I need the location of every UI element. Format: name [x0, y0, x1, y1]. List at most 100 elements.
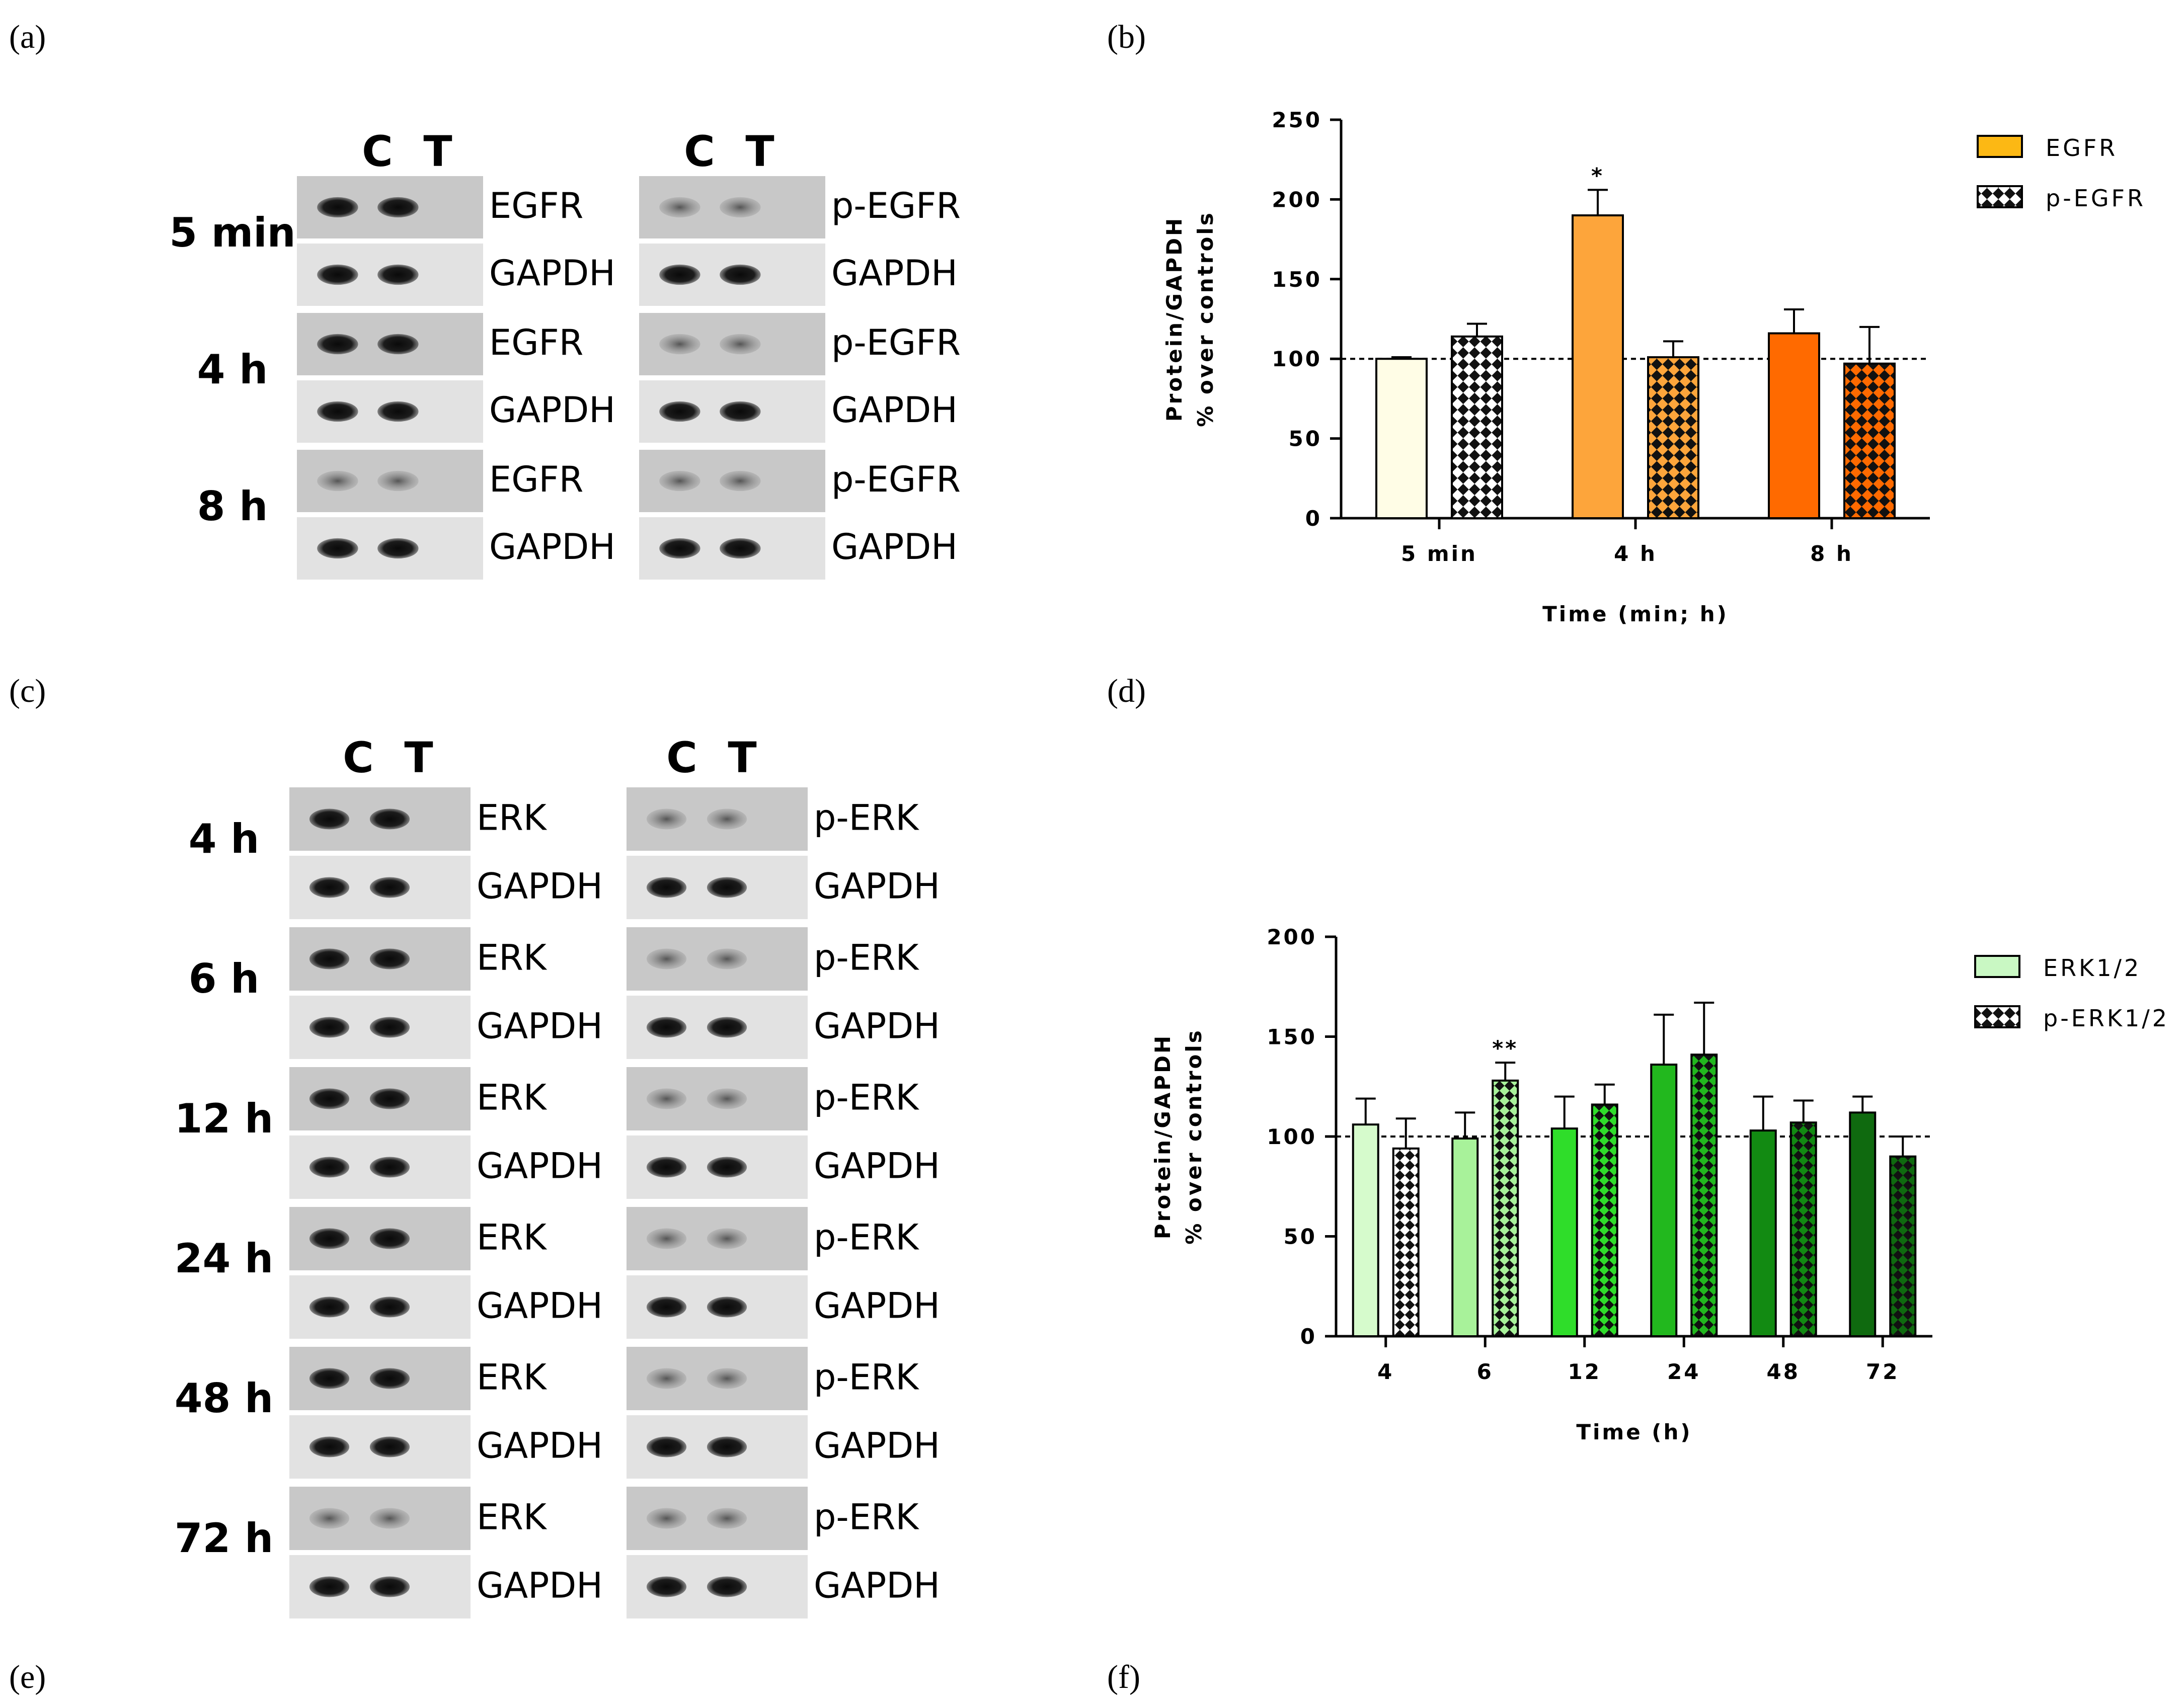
lane-header-t: T [423, 127, 452, 176]
blot-label: GAPDH [489, 253, 615, 294]
band [377, 538, 419, 559]
band [309, 1228, 350, 1249]
blot-label: p-ERK [814, 1077, 920, 1118]
band [369, 1368, 410, 1389]
lane-header-c: C [684, 127, 715, 176]
band [309, 1157, 350, 1178]
legend-label: p-ERK1/2 [2043, 1005, 2169, 1032]
band [309, 1508, 350, 1529]
band [707, 1228, 747, 1249]
blot-label: GAPDH [477, 865, 603, 907]
band [377, 470, 419, 492]
lane-header-t: T [745, 127, 774, 176]
y-axis-label: % over controls [1193, 211, 1218, 427]
band [646, 1157, 687, 1178]
blot-label: EGFR [489, 322, 583, 363]
blot-label: GAPDH [814, 1425, 940, 1466]
time-label: 24 h [175, 1235, 273, 1282]
blot-label: GAPDH [831, 253, 958, 294]
blot-label: EGFR [489, 185, 583, 226]
x-axis-label: Time (min; h) [1542, 602, 1729, 626]
band [646, 1436, 687, 1457]
blot-label: ERK [477, 937, 548, 978]
band [707, 1436, 747, 1457]
bar-p-egfr [1647, 356, 1699, 519]
y-axis-label: Protein/GAPDH [1150, 1034, 1175, 1239]
blot-label: GAPDH [814, 1145, 940, 1186]
time-label: 48 h [175, 1375, 273, 1422]
time-label: 5 min [169, 209, 295, 256]
band [707, 1088, 747, 1109]
band [646, 948, 687, 969]
blot-label: p-ERK [814, 1356, 920, 1398]
band [646, 808, 687, 830]
blot-label: GAPDH [831, 526, 958, 567]
bar-erk1-2 [1849, 1111, 1877, 1338]
blot-label: ERK [477, 1077, 548, 1118]
blot-label: GAPDH [477, 1145, 603, 1186]
y-tick-label: 50 [1284, 1225, 1317, 1249]
band [707, 1576, 747, 1597]
bar-egfr [1572, 214, 1624, 519]
blot-label: ERK [477, 1496, 548, 1537]
band [317, 401, 358, 422]
legend-swatch [1977, 185, 2023, 208]
band [720, 401, 761, 422]
legend-label: ERK1/2 [2043, 954, 2141, 982]
bar-p-erk1-2 [1889, 1155, 1917, 1337]
blot-label: ERK [477, 1356, 548, 1398]
band [369, 1576, 410, 1597]
legend-label: p-EGFR [2046, 185, 2146, 212]
band [707, 808, 747, 830]
panel-label-a: (a) [9, 19, 46, 55]
blot-label: EGFR [489, 459, 583, 500]
legend-label: EGFR [2046, 134, 2118, 161]
band [707, 877, 747, 898]
bar-p-erk1-2 [1690, 1053, 1718, 1337]
legend-swatch [1974, 955, 2020, 978]
band [707, 1157, 747, 1178]
band [309, 948, 350, 969]
blot-label: GAPDH [831, 389, 958, 431]
x-tick-label: 5 min [1401, 541, 1477, 566]
blot-label: GAPDH [814, 1005, 940, 1046]
blot-label: GAPDH [814, 1565, 940, 1606]
band [646, 1508, 687, 1529]
significance-marker: ** [1492, 1036, 1518, 1061]
band [317, 538, 358, 559]
panel-label-e: (e) [9, 1659, 46, 1695]
time-label: 4 h [189, 816, 259, 862]
band [659, 197, 700, 218]
panel-label-b: (b) [1107, 19, 1146, 55]
bar-egfr [1768, 332, 1820, 520]
lane-header-c: C [362, 127, 393, 176]
blot-label: GAPDH [489, 526, 615, 567]
band [377, 401, 419, 422]
band [720, 264, 761, 285]
blot-label: p-ERK [814, 1496, 920, 1537]
x-tick-label: 48 [1767, 1359, 1800, 1384]
band [377, 197, 419, 218]
band [369, 948, 410, 969]
bar-chart-egfr: 0 50 100 150 200 250 Protein/GAPDH% over contr… [1162, 108, 2146, 626]
band [377, 264, 419, 285]
panel-label-d: (d) [1107, 673, 1146, 709]
band [659, 401, 700, 422]
legend-swatch [1977, 135, 2023, 158]
band [317, 197, 358, 218]
bar-erk1-2 [1451, 1137, 1479, 1337]
blot-label: GAPDH [477, 1285, 603, 1326]
panel-label-f: (f) [1107, 1659, 1140, 1695]
y-tick-label: 100 [1267, 1124, 1317, 1149]
bar-p-erk1-2 [1591, 1103, 1618, 1337]
band [707, 1017, 747, 1038]
x-tick-label: 6 [1477, 1359, 1494, 1384]
band [659, 470, 700, 492]
x-tick-label: 24 [1667, 1359, 1700, 1384]
lane-header-t: T [728, 733, 756, 782]
blot-label: GAPDH [477, 1005, 603, 1046]
band [659, 264, 700, 285]
